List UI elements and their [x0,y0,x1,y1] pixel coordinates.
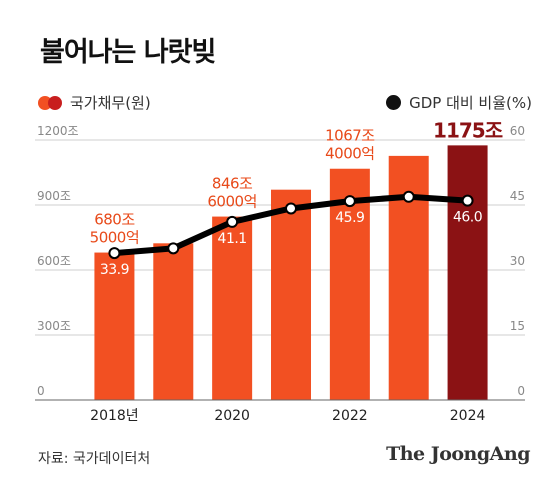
left-axis-tick-label: 600조 [37,254,71,268]
ratio-point-2019 [167,242,180,255]
legend-ratio-label: GDP 대비 비율(%) [409,94,532,112]
ratio-value-label: 41.1 [218,231,247,247]
right-axis-tick-label: 30 [510,254,525,268]
legend-dot-red [48,95,62,110]
bar-2020 [212,216,253,400]
source-note: 자료: 국가데이터처 [38,451,151,467]
brand-logo: The JoongAng [386,443,530,465]
ratio-point-2024 [461,194,474,207]
left-axis-tick-label: 900조 [37,189,71,203]
bar-value-label: 680조 [94,211,135,229]
ratio-value-label: 45.9 [335,210,364,226]
left-axis-tick-label: 300조 [37,319,71,333]
legend-debt-swatch [38,95,62,110]
left-axis-tick-label: 1200조 [37,124,79,138]
bar-2019 [153,243,194,400]
ratio-value-label: 33.9 [100,262,129,278]
legend-ratio: GDP 대비 비율(%) [386,92,532,113]
legend-dot-black [386,95,402,110]
right-axis-tick-label: 15 [510,319,525,333]
bar-2018 [94,252,135,400]
x-axis-tick-label: 2022 [332,408,368,424]
ratio-value-label: 46.0 [453,210,482,226]
bar-value-label: 4000억 [325,145,374,163]
bar-value-label: 5000억 [90,229,139,247]
x-axis-tick-label: 2018년 [90,408,139,424]
right-axis-tick-label: 0 [517,384,525,398]
bar-2021 [271,189,311,400]
chart-title: 불어나는 나랏빚 [40,37,216,68]
ratio-point-2021 [285,202,297,215]
ratio-point-2023 [402,190,415,203]
x-axis-tick-label: 2020 [214,408,250,424]
x-axis-tick-label: 2024 [450,408,486,424]
ratio-point-2018 [108,247,121,260]
legend-debt: 국가채무(원) [38,92,151,113]
left-axis-tick-label: 0 [37,384,45,398]
ratio-point-2020 [226,215,239,228]
right-axis-tick-label: 45 [510,189,525,203]
bar-value-label: 1175조 [433,118,503,142]
ratio-point-2022 [343,195,356,208]
bar-2024 [447,145,488,400]
bar-2022 [329,168,370,400]
right-axis-tick-label: 60 [510,124,525,138]
bar-value-label: 1067조 [325,127,375,145]
bar-value-label: 6000억 [207,193,256,211]
bar-value-label: 846조 [212,175,253,193]
legend-debt-label: 국가채무(원) [70,94,151,112]
